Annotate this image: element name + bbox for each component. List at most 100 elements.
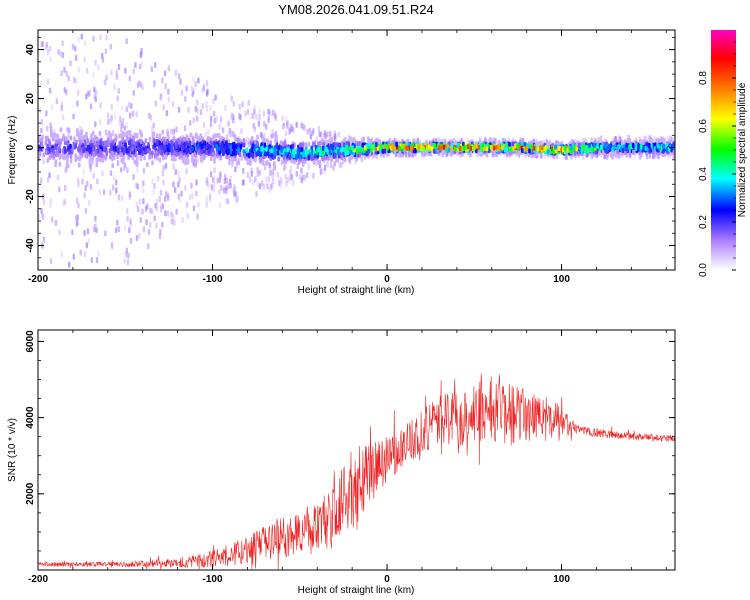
spectrogram-cell xyxy=(232,100,235,107)
spectrogram-cell xyxy=(115,179,118,186)
spectrogram-cell xyxy=(57,48,60,55)
spectrogram-cell xyxy=(157,147,161,153)
spectrogram-cell xyxy=(66,163,70,169)
spectrogram-cell xyxy=(186,159,190,165)
spectrogram-cell xyxy=(212,140,216,146)
spectrogram-cell xyxy=(281,115,284,122)
spectrogram-cell xyxy=(191,193,194,200)
spectrogram-cell xyxy=(162,179,165,186)
spectrogram-cell xyxy=(63,198,66,205)
spectrogram-cell xyxy=(462,145,466,151)
spectrogram-cell xyxy=(628,144,631,150)
spectrogram-cell xyxy=(577,142,581,148)
spectrogram-cell xyxy=(209,115,213,122)
spectrogram-cell xyxy=(275,142,279,148)
spectrogram-cell xyxy=(61,148,65,154)
spectrogram-cell xyxy=(614,150,618,156)
spectrogram-cell xyxy=(258,114,261,121)
spectrogram-cell xyxy=(539,152,542,159)
spectrogram-cell xyxy=(88,149,92,155)
spectrogram-cell xyxy=(76,128,79,134)
spectrogram-cell xyxy=(161,129,165,135)
spectrogram-cell xyxy=(38,135,41,141)
spectrogram-cell xyxy=(155,205,159,212)
spectrogram-cell xyxy=(604,143,607,149)
spectrogram-cell xyxy=(84,207,88,214)
spectrogram-cell xyxy=(56,174,60,181)
spectrogram-cell xyxy=(83,40,87,47)
spectrogram-cell xyxy=(672,149,675,155)
spectrogram-cell xyxy=(368,142,372,148)
spectrogram-cell xyxy=(59,153,63,159)
spectrogram-cell xyxy=(318,131,321,138)
spectrogram-cell xyxy=(179,78,182,85)
spectrogram-cell xyxy=(45,41,49,48)
spectrogram-cell xyxy=(213,167,216,174)
spectrogram-cell xyxy=(277,156,280,162)
spectrogram-cell xyxy=(612,145,616,151)
spectrogram-cell xyxy=(94,59,97,66)
spectrogram-cell xyxy=(154,62,157,69)
spectrogram-cell xyxy=(302,152,305,158)
spectrogram-cell xyxy=(196,144,200,150)
spectrogram-cell xyxy=(64,148,67,154)
spectrogram-cell xyxy=(92,72,95,79)
spectrogram-cell xyxy=(492,145,496,151)
spectrogram-cell xyxy=(267,108,270,115)
spectrogram-cell xyxy=(136,155,139,161)
spectrogram-cell xyxy=(205,105,209,112)
spectrogram-cell xyxy=(260,180,264,187)
spectrogram-cell xyxy=(267,115,270,122)
x-tick-label: 0 xyxy=(384,574,390,585)
spectrogram-cell xyxy=(192,76,195,83)
spectrogram-cell xyxy=(213,181,216,188)
spectrogram-cell xyxy=(153,152,157,158)
spectrogram-cell xyxy=(575,146,579,152)
spectrogram-cell xyxy=(175,151,178,157)
spectrogram-cell xyxy=(78,143,82,149)
spectrogram-cell xyxy=(41,213,45,220)
spectrogram-cell xyxy=(61,153,65,159)
spectrogram-cell xyxy=(290,123,293,130)
spectrogram-cell xyxy=(149,150,152,156)
spectrogram-cell xyxy=(237,147,241,153)
spectrogram-cell xyxy=(129,217,132,224)
spectrogram-cell xyxy=(616,149,620,155)
spectrogram-cell xyxy=(202,153,206,159)
spectrogram-cell xyxy=(497,144,500,150)
spectrogram-cell xyxy=(54,159,58,165)
spectrogram-cell xyxy=(222,187,226,194)
spectrogram-cell xyxy=(178,139,181,145)
spectrogram-cell xyxy=(78,156,81,162)
spectrogram-cell xyxy=(94,134,97,140)
spectrogram-cell xyxy=(41,41,44,48)
spectrogram-cell xyxy=(184,160,188,166)
spectrogram-cell xyxy=(39,177,43,184)
spectrogram-cell xyxy=(652,153,655,160)
spectrogram-cell xyxy=(202,85,205,92)
spectrogram-cell xyxy=(49,56,52,63)
spectrogram-cell xyxy=(383,148,387,154)
spectrogram-cell xyxy=(291,148,295,154)
spectrogram-cell xyxy=(67,145,70,151)
spectrogram-cell xyxy=(165,110,169,117)
spectrogram-cell xyxy=(54,145,58,151)
spectrogram-cell xyxy=(158,133,162,139)
spectrogram-cell xyxy=(74,77,78,84)
spectrogram-cell xyxy=(250,147,254,153)
spectrogram-cell xyxy=(212,98,215,105)
spectrogram-cell xyxy=(197,77,200,84)
spectrogram-cell xyxy=(244,139,248,146)
spectrogram-cell xyxy=(258,183,262,190)
spectrogram-cell xyxy=(429,141,433,147)
spectrogram-cell xyxy=(115,73,119,80)
spectrogram-cell xyxy=(340,161,343,168)
spectrogram-cell xyxy=(342,142,346,148)
spectrogram-cell xyxy=(107,118,110,125)
spectrogram-cell xyxy=(540,145,544,151)
spectrogram-cell xyxy=(165,139,169,145)
spectrogram-cell xyxy=(322,142,326,148)
spectrogram-cell xyxy=(123,257,126,264)
spectrogram-cell xyxy=(186,147,190,153)
